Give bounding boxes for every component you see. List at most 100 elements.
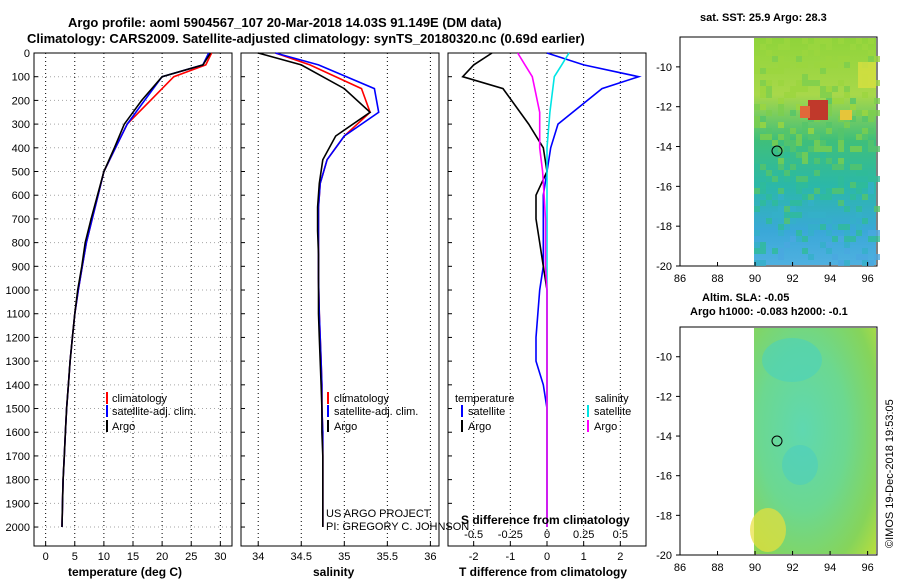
sla-float-marker xyxy=(771,435,783,447)
legend-argo: Argo xyxy=(112,421,135,433)
credit-line2: PI: GREGORY C. JOHNSON xyxy=(326,521,469,533)
gridlines xyxy=(34,53,621,546)
map-lat-label: -12 xyxy=(656,102,672,114)
depth-tick-label: 600 xyxy=(12,190,30,202)
x-tick-label: 15 xyxy=(127,551,139,563)
depth-tick-label: 1300 xyxy=(6,356,30,368)
x-tick-label: 34.5 xyxy=(291,551,312,563)
depth-tick-label: 1800 xyxy=(6,475,30,487)
series-argo xyxy=(61,52,212,528)
depth-tick-label: 800 xyxy=(12,238,30,250)
depth-tick-label: 400 xyxy=(12,143,30,155)
legend-satellite: satellite-adj. clim. xyxy=(112,406,196,418)
timestamp: ©IMOS 19-Dec-2018 19:53:05 xyxy=(884,399,896,548)
salinity-xlabel: salinity xyxy=(313,565,355,579)
x-tick-label: 34 xyxy=(252,551,264,563)
series-satellite-adj-clim- xyxy=(275,52,380,527)
map-lon-label: 94 xyxy=(824,273,836,285)
sla-high-patch2 xyxy=(782,445,818,485)
sal-legend-satellite: satellite-adj. clim. xyxy=(334,406,418,418)
series-climatology xyxy=(61,52,213,528)
x-tick-label: 1 xyxy=(581,551,587,563)
map-lat-label: -16 xyxy=(656,181,672,193)
diff-legend-t-satellite: satellite xyxy=(468,406,505,418)
temperature-legend: climatology satellite-adj. clim. Argo xyxy=(106,392,196,433)
x-tick-label: 35.5 xyxy=(377,551,398,563)
map-lon-label: 94 xyxy=(824,562,836,574)
depth-tick-label: 700 xyxy=(12,214,30,226)
map-lon-label: 96 xyxy=(861,562,873,574)
depth-tick-label: 1000 xyxy=(6,285,30,297)
map-lat-label: -10 xyxy=(656,352,672,364)
s-diff-tick-label: 0.25 xyxy=(573,529,594,541)
map-lat-label: -12 xyxy=(656,391,672,403)
sla-low-patch xyxy=(750,508,786,552)
x-tick-label: 36 xyxy=(424,551,436,563)
map-lon-label: 92 xyxy=(786,562,798,574)
x-tick-label: 5 xyxy=(72,551,78,563)
sal-legend-argo: Argo xyxy=(334,421,357,433)
credit-line1: US ARGO PROJECT xyxy=(326,508,431,520)
profile-lines xyxy=(61,52,642,528)
map-lat-label: -16 xyxy=(656,471,672,483)
salinity-panel-frame xyxy=(240,52,440,547)
map-lon-label: 86 xyxy=(674,562,686,574)
map-lon-label: 86 xyxy=(674,273,686,285)
diff-legend-s-satellite: satellite xyxy=(594,406,631,418)
temperature-xlabel: temperature (deg C) xyxy=(68,565,182,579)
s-diff-tick-label: -0.5 xyxy=(464,529,483,541)
s-diff-tick-label: 0 xyxy=(544,529,550,541)
sst-map-title: sat. SST: 25.9 Argo: 28.3 xyxy=(700,12,827,24)
header-line2: Climatology: CARS2009. Satellite-adjuste… xyxy=(27,31,585,46)
difference-xlabel-top: S difference from climatology xyxy=(461,513,630,527)
map-lat-label: -20 xyxy=(656,261,672,273)
sla-high-patch xyxy=(762,338,822,382)
depth-tick-label: 1200 xyxy=(6,332,30,344)
x-tick-label: 25 xyxy=(185,551,197,563)
x-axes: 0 5 10 15 20 25 30 34 34.5 35 35.5 36 -2 -1 0 1 2 -0.5 -0.… xyxy=(43,529,628,563)
map-lat-label: -18 xyxy=(656,221,672,233)
series-temperature-satellite xyxy=(535,52,642,527)
depth-tick-label: 1600 xyxy=(6,427,30,439)
map-lon-label: 96 xyxy=(861,273,873,285)
series-argo xyxy=(257,52,372,527)
depth-tick-label: 1900 xyxy=(6,498,30,510)
map-lon-label: 88 xyxy=(711,273,723,285)
depth-tick-label: 900 xyxy=(12,261,30,273)
x-tick-label: 35 xyxy=(338,551,350,563)
diff-legend-s-argo: Argo xyxy=(594,421,617,433)
sla-map-title2: Argo h1000: -0.083 h2000: -0.1 xyxy=(690,306,848,318)
x-tick-label: 10 xyxy=(98,551,110,563)
series-salinity-argo xyxy=(517,52,548,527)
map-lon-label: 92 xyxy=(786,273,798,285)
map-lat-label: -20 xyxy=(656,550,672,562)
diff-legend-salinity-title: salinity xyxy=(595,393,629,405)
legend-climatology: climatology xyxy=(112,393,168,405)
sst-warm-patch xyxy=(808,100,828,120)
map-lat-label: -14 xyxy=(656,142,672,154)
diff-legend-t-argo: Argo xyxy=(468,421,491,433)
depth-tick-label: 2000 xyxy=(6,522,30,534)
map-lon-label: 90 xyxy=(749,562,761,574)
x-tick-label: 20 xyxy=(156,551,168,563)
x-tick-label: -2 xyxy=(469,551,479,563)
header-line1: Argo profile: aoml 5904567_107 20-Mar-20… xyxy=(68,15,502,30)
sal-legend-climatology: climatology xyxy=(334,393,390,405)
x-tick-label: 0 xyxy=(43,551,49,563)
depth-tick-label: 500 xyxy=(12,167,30,179)
map-lat-label: -10 xyxy=(656,62,672,74)
map-lon-label: 88 xyxy=(711,562,723,574)
series-temperature-argo xyxy=(461,52,548,527)
difference-legend: temperature salinity satellite Argo sate… xyxy=(455,393,631,433)
depth-tick-label: 100 xyxy=(12,72,30,84)
s-diff-tick-label: 0.5 xyxy=(613,529,628,541)
sst-texture xyxy=(754,38,880,266)
depth-tick-label: 1400 xyxy=(6,380,30,392)
difference-xlabel: T difference from climatology xyxy=(459,565,627,579)
map-lat-label: -14 xyxy=(656,431,672,443)
salinity-legend: climatology satellite-adj. clim. Argo xyxy=(327,392,418,433)
depth-tick-label: 1100 xyxy=(6,309,30,321)
sla-map-title1: Altim. SLA: -0.05 xyxy=(702,292,789,304)
